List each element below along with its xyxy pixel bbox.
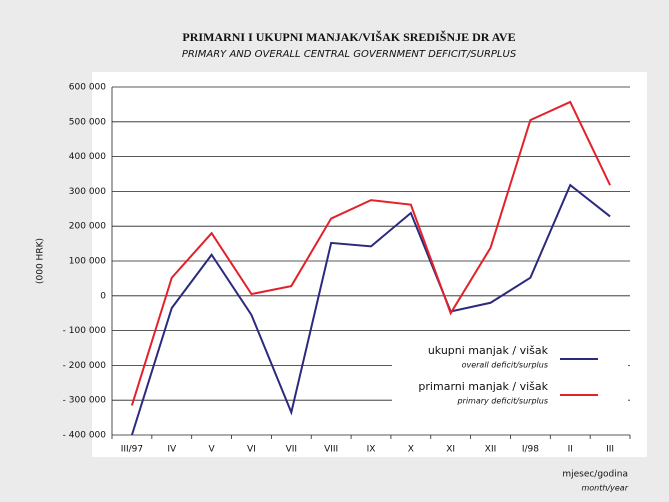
x-tick-label: V bbox=[209, 445, 216, 455]
chart-subtitle: PRIMARY AND OVERALL CENTRAL GOVERNMENT D… bbox=[182, 49, 517, 60]
y-tick-label: 0 bbox=[100, 291, 106, 301]
y-tick-label: - 400 000 bbox=[63, 431, 107, 441]
x-tick-label: IX bbox=[367, 445, 376, 455]
x-tick-label: I/98 bbox=[522, 445, 539, 455]
legend-box bbox=[392, 338, 628, 410]
x-tick-label: X bbox=[408, 445, 414, 455]
y-tick-label: 400 000 bbox=[69, 152, 106, 162]
y-tick-label: - 300 000 bbox=[63, 396, 107, 406]
chart-title: PRIMARNI I UKUPNI MANJAK/VIŠAK SREDIŠNJE… bbox=[182, 30, 515, 44]
x-axis-label: mjesec/godina bbox=[562, 470, 628, 480]
y-tick-label: 300 000 bbox=[69, 187, 106, 197]
x-tick-label: III/97 bbox=[121, 445, 143, 455]
x-tick-label: II bbox=[568, 445, 573, 455]
y-tick-label: 200 000 bbox=[69, 222, 106, 232]
x-tick-label: IV bbox=[167, 445, 177, 455]
y-tick-label: - 200 000 bbox=[63, 361, 107, 371]
y-tick-label: 500 000 bbox=[69, 117, 106, 127]
legend-label-en: primary deficit/surplus bbox=[456, 397, 548, 406]
x-tick-label: XI bbox=[446, 445, 455, 455]
x-tick-label: VIII bbox=[324, 445, 338, 455]
series-line bbox=[130, 100, 611, 406]
y-tick-label: 100 000 bbox=[69, 257, 106, 267]
y-tick-label: 600 000 bbox=[69, 83, 106, 93]
x-axis-label-en: month/year bbox=[581, 484, 628, 493]
x-tick-label: III bbox=[606, 445, 614, 455]
series-line bbox=[130, 183, 611, 436]
legend-label: primarni manjak / višak bbox=[418, 380, 548, 393]
y-axis-label: (000 HRK) bbox=[36, 238, 46, 284]
y-tick-label: - 100 000 bbox=[63, 326, 107, 336]
x-tick-label: VI bbox=[247, 445, 256, 455]
legend-label-en: overall deficit/surplus bbox=[462, 361, 548, 370]
legend-label: ukupni manjak / višak bbox=[428, 344, 549, 357]
x-tick-label: XII bbox=[485, 445, 496, 455]
x-tick-label: VII bbox=[286, 445, 297, 455]
